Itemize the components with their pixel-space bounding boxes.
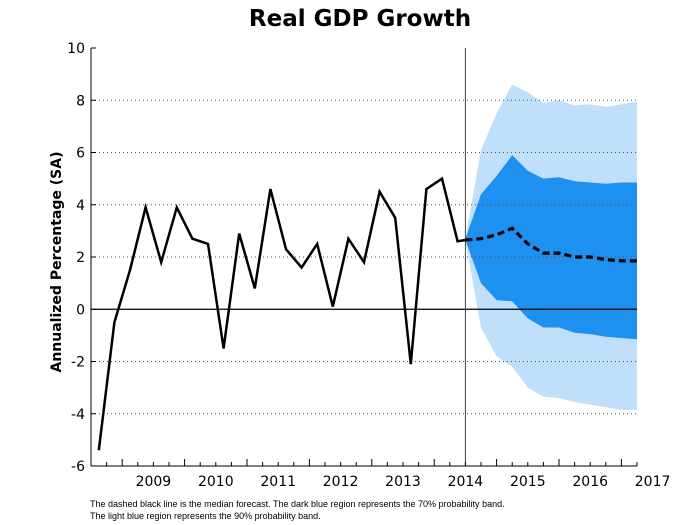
x-tick-label: 2010 (198, 474, 234, 490)
probability-bands (465, 84, 637, 410)
y-tick-label: 4 (76, 198, 85, 214)
footnote-band: The light blue region represents the 90%… (90, 511, 321, 521)
x-tick-label: 2015 (510, 474, 546, 490)
y-tick-label: -4 (71, 407, 85, 423)
y-axis-label: Annualized Percentage (SA) (49, 152, 65, 373)
x-tick-label: 2014 (448, 474, 484, 490)
historical-gdp-line (97, 176, 466, 451)
x-tick-label: 2012 (323, 474, 359, 490)
chart-title: Real GDP Growth (248, 6, 472, 32)
y-tick-label: 10 (67, 41, 85, 57)
y-tick-label: 0 (76, 302, 85, 318)
x-tick-label: 2009 (136, 474, 172, 490)
series-lines (97, 176, 637, 451)
y-tick-label: -6 (71, 459, 85, 475)
x-tick-label: 2011 (260, 474, 296, 490)
x-tick-label: 2016 (572, 474, 608, 490)
y-tick-label: 6 (76, 146, 85, 162)
x-tick-label: 2013 (385, 474, 421, 490)
y-tick-label: 8 (76, 93, 85, 109)
y-tick-label: -2 (71, 355, 85, 371)
x-tick-label: 2017 (635, 474, 671, 490)
y-tick-label: 2 (76, 250, 85, 266)
median-forecast-line (465, 226, 637, 263)
axis-ticks: -6 -4 -2 0 2 4 6 8 10 2009 2010 2011 2012 2013 2014 201… (67, 41, 670, 490)
band-70-percent (465, 155, 637, 340)
footnote-median: The dashed black line is the median fore… (90, 499, 505, 509)
zero-line (91, 48, 637, 466)
